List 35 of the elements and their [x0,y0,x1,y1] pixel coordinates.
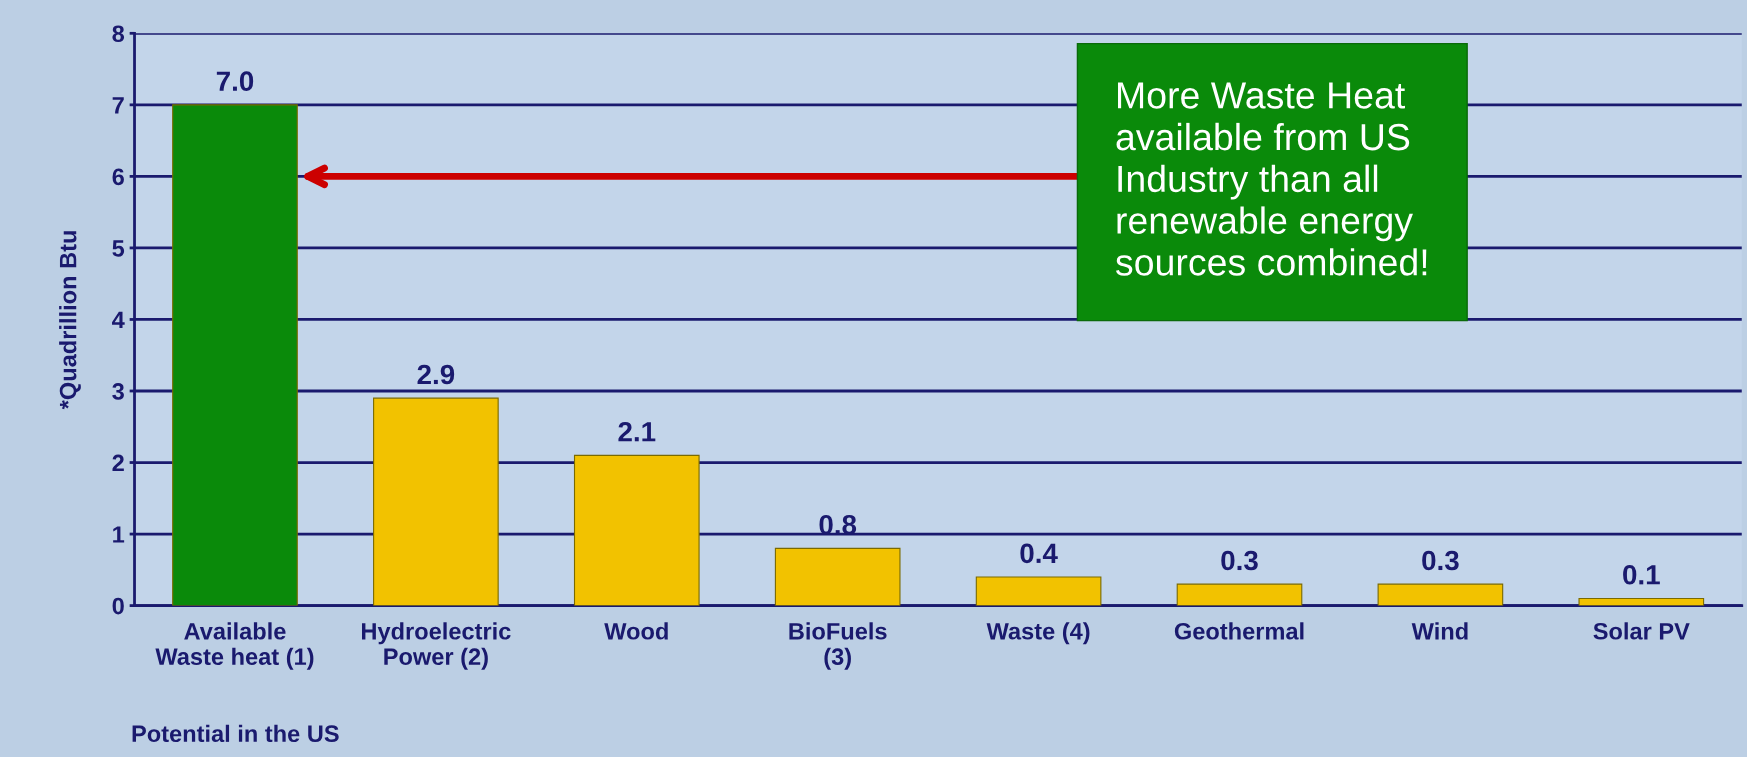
data-label: 0.4 [1020,543,1058,564]
bar [373,397,499,606]
x-tick-label: Waste (4) [986,622,1090,645]
y-tick-label: 0 [112,597,124,615]
bar [774,547,901,606]
y-axis-title: *Quadrillion Btu [59,231,81,410]
x-tick-label: Hydroelectric Power (2) [362,622,511,670]
y-tick-label: 4 [112,311,125,329]
x-tick-label: Geothermal [1174,622,1304,640]
annotation: More Waste Heat available from US Industry than all renewable energy sources combined! [1115,82,1427,276]
data-label: 2.1 [618,421,656,442]
bar [1377,583,1504,606]
y-tick-label: 7 [112,97,124,114]
bar [573,454,700,606]
y-tick-label: 1 [113,526,125,543]
bar [1176,583,1303,606]
bar [172,104,298,606]
y-tick-label: 3 [112,383,124,400]
data-label: 7.0 [216,71,254,92]
x-tick-label: Solar PV [1593,622,1690,640]
x-tick-label: BioFuels (3) [789,622,887,670]
x-axis-title: Potential in the US [132,724,339,743]
bar [1578,597,1705,606]
bar [975,576,1102,606]
data-label: 0.3 [1221,550,1258,571]
x-tick-label: Wind [1411,622,1468,640]
x-tick-label: Wood [604,622,668,640]
y-tick-label: 5 [112,240,125,257]
x-tick-label: Available Waste heat (1) [155,622,314,670]
data-label: 0.3 [1422,550,1459,571]
y-tick-label: 8 [112,25,125,43]
y-tick-label: 6 [112,168,124,186]
data-label: 2.9 [417,364,455,385]
y-tick-label: 2 [112,454,124,472]
data-label: 0.1 [1623,564,1660,585]
